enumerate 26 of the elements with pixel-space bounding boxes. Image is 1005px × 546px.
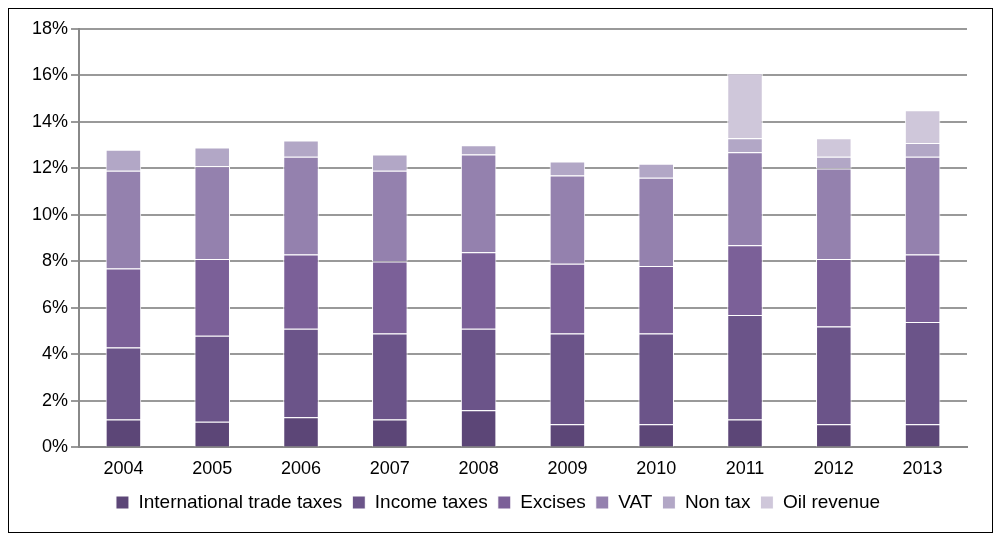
y-tick-label: 4% bbox=[42, 343, 69, 364]
y-tick-label: 10% bbox=[32, 203, 69, 224]
y-tick-label: 2% bbox=[42, 389, 69, 410]
x-tick-label: 2009 bbox=[547, 458, 588, 479]
legend-label: Oil revenue bbox=[782, 490, 881, 512]
legend-label: Non tax bbox=[684, 490, 751, 512]
x-tick-label: 2007 bbox=[369, 458, 410, 479]
x-tick-label: 2012 bbox=[813, 458, 854, 479]
x-tick-label: 2011 bbox=[725, 458, 765, 479]
y-tick-label: 6% bbox=[42, 296, 69, 317]
y-tick-label: 12% bbox=[32, 157, 69, 178]
legend-label: International trade taxes bbox=[138, 490, 343, 512]
legend-label: Income taxes bbox=[374, 490, 488, 512]
x-tick-label: 2013 bbox=[902, 458, 943, 479]
y-tick-label: 16% bbox=[32, 64, 69, 85]
legend-label: VAT bbox=[618, 490, 653, 512]
x-tick-label: 2010 bbox=[636, 458, 677, 479]
y-tick-label: 18% bbox=[32, 17, 69, 38]
x-tick-label: 2004 bbox=[103, 458, 144, 479]
x-tick-label: 2005 bbox=[192, 458, 233, 479]
y-tick-label: 0% bbox=[42, 436, 69, 457]
x-tick-label: 2006 bbox=[281, 458, 322, 479]
x-tick-label: 2008 bbox=[458, 458, 499, 479]
y-tick-label: 8% bbox=[42, 250, 69, 271]
legend-label: Excises bbox=[520, 490, 586, 512]
y-tick-label: 14% bbox=[32, 110, 69, 131]
